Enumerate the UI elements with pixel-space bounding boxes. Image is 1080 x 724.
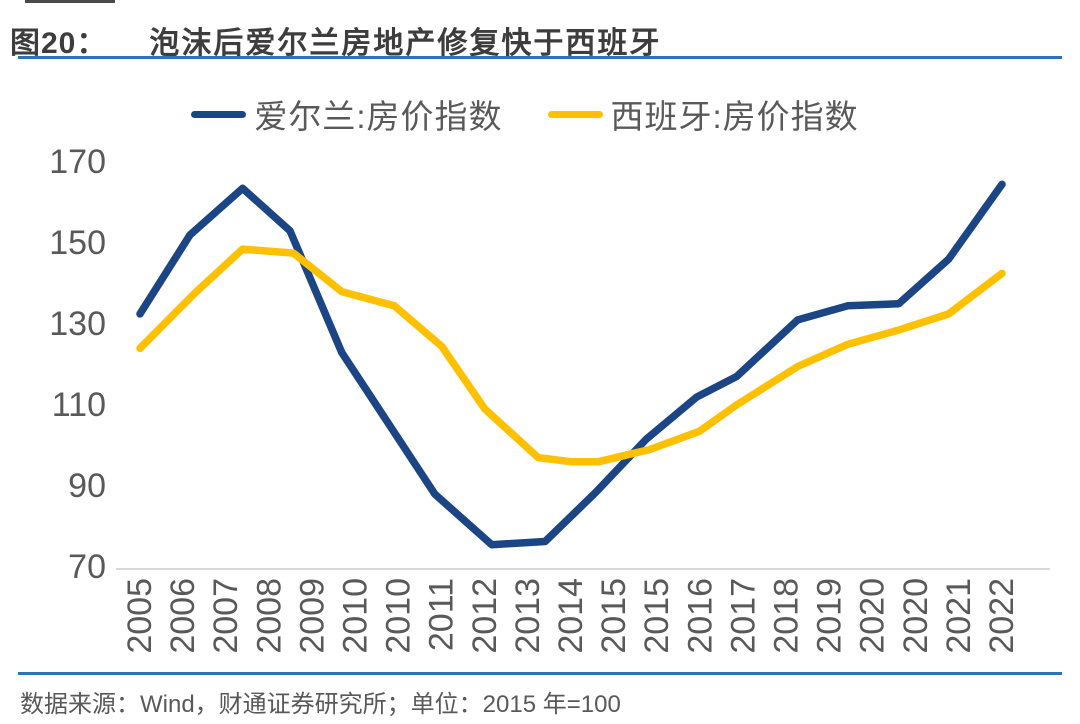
x-axis-label: 2011 (423, 578, 461, 651)
x-axis-label: 2020 (897, 578, 935, 654)
ireland-line (136, 180, 1006, 549)
y-axis-label: 130 (49, 305, 106, 343)
y-axis-label: 170 (49, 143, 106, 181)
x-axis-label: 2012 (466, 578, 504, 654)
x-axis-label: 2010 (380, 578, 418, 654)
x-axis-label: 2013 (509, 578, 547, 654)
x-axis-label: 2010 (337, 578, 375, 654)
x-axis-label: 2015 (638, 578, 676, 654)
x-axis-label: 2022 (983, 578, 1021, 654)
y-axis-label: 110 (52, 386, 106, 424)
x-axis-label: 2014 (552, 578, 590, 654)
legend-label: 西班牙:房价指数 (610, 98, 859, 135)
x-axis-label: 2018 (768, 578, 806, 654)
page-title: 泡沫后爱尔兰房地产修复快于西班牙 (149, 27, 662, 60)
cropped-page-fragment (25, 0, 115, 3)
source-note: 数据来源：Wind，财通证券研究所；单位：2015 年=100 (20, 691, 621, 718)
y-axis-label: 70 (68, 548, 106, 586)
legend-item: 西班牙:房价指数 (547, 90, 859, 138)
x-axis-label: 2019 (811, 578, 849, 654)
x-axis-label: 2017 (724, 578, 762, 654)
bottom-divider (18, 672, 1062, 675)
legend-label: 爱尔兰:房价指数 (254, 98, 503, 135)
x-axis-label: 2021 (940, 578, 978, 654)
chart-legend: 爱尔兰:房价指数 西班牙:房价指数 (0, 90, 1050, 138)
legend-swatch (547, 110, 603, 118)
x-axis-label: 2007 (207, 578, 245, 654)
spain-line (136, 245, 1006, 466)
x-axis-label: 2006 (164, 578, 202, 654)
x-axis-label: 2005 (121, 578, 159, 654)
figure-header: 图20： 泡沫后爱尔兰房地产修复快于西班牙 (10, 18, 1070, 62)
x-axis-label: 2008 (250, 578, 288, 654)
x-axis-label: 2015 (595, 578, 633, 654)
title-divider (18, 56, 1062, 59)
y-axis-label: 90 (68, 467, 106, 505)
chart: 170 150 130 110 90 70 2005 2006 2007 2008 2009 2010… (0, 130, 1080, 670)
legend-item: 爱尔兰:房价指数 (191, 90, 502, 138)
legend-swatch (191, 110, 247, 118)
x-axis-label: 2020 (854, 578, 892, 654)
x-axis-label: 2016 (681, 578, 719, 654)
figure-label: 图20： (10, 27, 108, 60)
x-axis-label: 2009 (293, 578, 331, 654)
y-axis-label: 150 (49, 224, 106, 262)
